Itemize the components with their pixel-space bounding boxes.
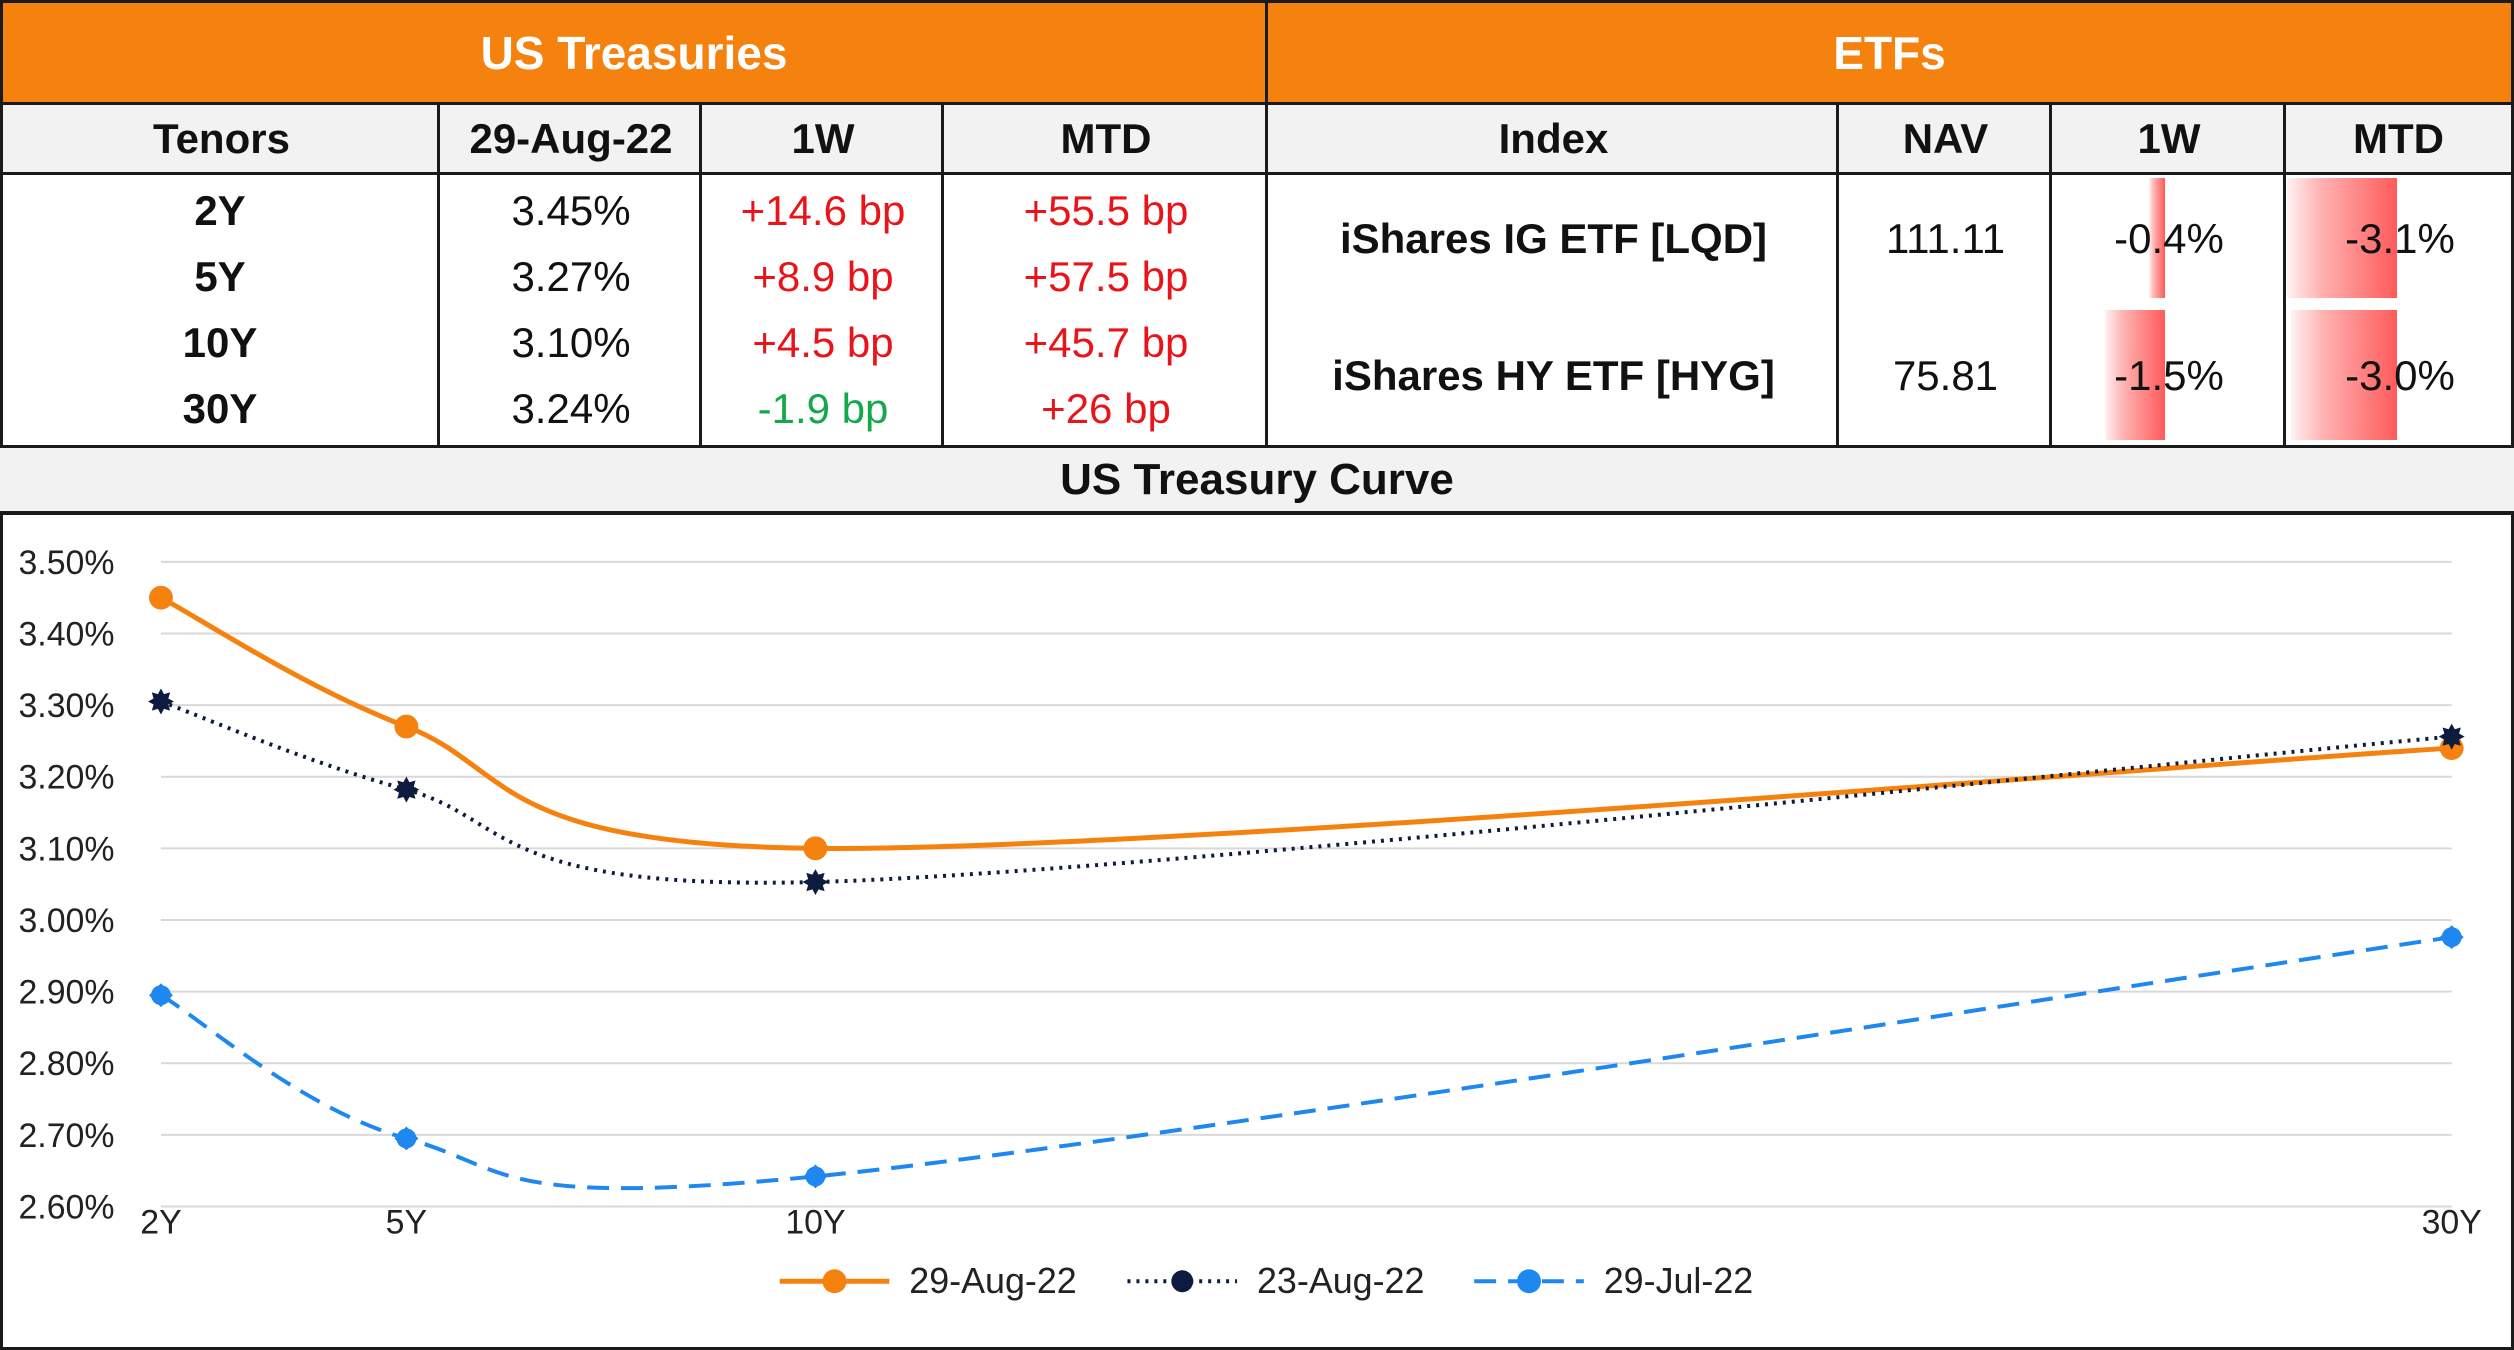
- data-point: [802, 869, 829, 895]
- data-point-marker: [802, 869, 829, 895]
- y-tick-label: 3.30%: [18, 687, 114, 725]
- x-tick-label: 30Y: [2422, 1203, 2482, 1241]
- y-tick-label: 3.50%: [18, 544, 114, 582]
- etf-nav-cell: 111.11: [1885, 215, 2006, 262]
- change-mtd-cell: +57.5 bp: [1023, 253, 1189, 300]
- tenor-cell: 5Y: [194, 253, 246, 300]
- grid-line: [0, 105, 3, 445]
- etf-1w-bar: [2149, 178, 2165, 298]
- series-line: [159, 935, 2452, 1191]
- etf-nav-cell: 75.81: [1892, 352, 1999, 399]
- etf-mtd-bar: [2290, 310, 2397, 440]
- etf-1w-cell: -0.4%: [2114, 215, 2224, 262]
- y-tick-label: 3.10%: [18, 830, 114, 868]
- data-point: [393, 776, 420, 803]
- change-1w-cell: +8.9 bp: [752, 253, 894, 300]
- series-line: [159, 595, 2452, 851]
- y-tick-label: 2.60%: [18, 1188, 114, 1226]
- legend-marker: [1171, 1270, 1194, 1293]
- data-point: [394, 714, 419, 739]
- y-tick-label: 3.00%: [18, 902, 114, 940]
- grid-line: [699, 105, 702, 445]
- data-point: [2441, 927, 2462, 948]
- tenor-cell: 10Y: [182, 319, 258, 366]
- etf-name-cell: iShares HY ETF [HYG]: [1332, 352, 1775, 399]
- change-mtd-cell: +45.7 bp: [1023, 319, 1189, 366]
- yield-cell: 3.24%: [511, 385, 631, 432]
- etf-1w-bar: [2105, 310, 2165, 440]
- treasury-curve-chart: 3.50% 3.40% 3.30% 3.20% 3.10% 3.00% 2.90% 2.80%…: [0, 515, 2514, 1350]
- grid-line: [437, 105, 440, 445]
- col-date: 29-Aug-22: [437, 105, 702, 175]
- y-tick-label: 2.80%: [18, 1045, 114, 1083]
- grid-line: [1836, 105, 1839, 445]
- grid-line: [1265, 105, 1268, 445]
- col-etf-mtd: MTD: [2283, 105, 2514, 175]
- col-mtd: MTD: [941, 105, 1268, 175]
- col-1w: 1W: [699, 105, 944, 175]
- data-point-marker: [2438, 723, 2465, 750]
- etf-mtd-cell: -3.1%: [2345, 215, 2455, 262]
- treasuries-header: US Treasuries: [0, 0, 1268, 105]
- etfs-header: ETFs: [1265, 0, 2514, 105]
- data-point: [2438, 723, 2465, 750]
- etf-1w-cell: -1.5%: [2114, 352, 2224, 399]
- legend-label: 29-Aug-22: [909, 1261, 1076, 1301]
- data-point-marker: [147, 688, 174, 715]
- etf-mtd-bar: [2287, 178, 2397, 298]
- col-etf-1w: 1W: [2049, 105, 2286, 175]
- change-mtd-cell: +55.5 bp: [1023, 187, 1189, 234]
- etf-mtd-cell: -3.0%: [2345, 352, 2455, 399]
- legend-label: 29-Jul-22: [1604, 1261, 1754, 1301]
- chart-title: US Treasury Curve: [0, 445, 2514, 515]
- legend-marker: [822, 1269, 847, 1294]
- legend-label: 23-Aug-22: [1257, 1261, 1424, 1301]
- x-tick-label: 5Y: [386, 1203, 427, 1241]
- series-line: [160, 699, 2452, 885]
- change-mtd-cell: +26 bp: [1041, 385, 1171, 432]
- data-point: [150, 985, 171, 1006]
- grid-line: [941, 105, 944, 445]
- change-1w-cell: +4.5 bp: [752, 319, 894, 366]
- etf-name-cell: iShares IG ETF [LQD]: [1339, 215, 1768, 262]
- data-point: [396, 1128, 417, 1149]
- y-tick-label: 3.20%: [18, 759, 114, 797]
- yield-cell: 3.45%: [511, 187, 631, 234]
- col-index: Index: [1265, 105, 1839, 175]
- data-point: [148, 585, 173, 610]
- yield-cell: 3.27%: [511, 253, 631, 300]
- legend-marker: [1517, 1269, 1541, 1294]
- grid-line: [2283, 105, 2286, 445]
- data-point: [803, 836, 828, 861]
- tenor-cell: 30Y: [182, 385, 258, 432]
- x-tick-label: 2Y: [140, 1203, 181, 1241]
- data-point: [805, 1166, 826, 1187]
- change-1w-cell: -1.9 bp: [757, 385, 889, 432]
- data-point-marker: [393, 776, 420, 803]
- grid-line: [2511, 105, 2514, 445]
- x-tick-label: 10Y: [785, 1203, 845, 1241]
- yield-cell: 3.10%: [511, 319, 631, 366]
- col-tenors: Tenors: [0, 105, 440, 175]
- data-point: [147, 688, 174, 715]
- col-nav: NAV: [1836, 105, 2052, 175]
- y-tick-label: 2.90%: [18, 974, 114, 1012]
- tenor-cell: 2Y: [194, 187, 246, 234]
- y-tick-label: 2.70%: [18, 1117, 114, 1155]
- y-tick-label: 3.40%: [18, 615, 114, 653]
- change-1w-cell: +14.6 bp: [740, 187, 906, 234]
- grid-line: [2049, 105, 2052, 445]
